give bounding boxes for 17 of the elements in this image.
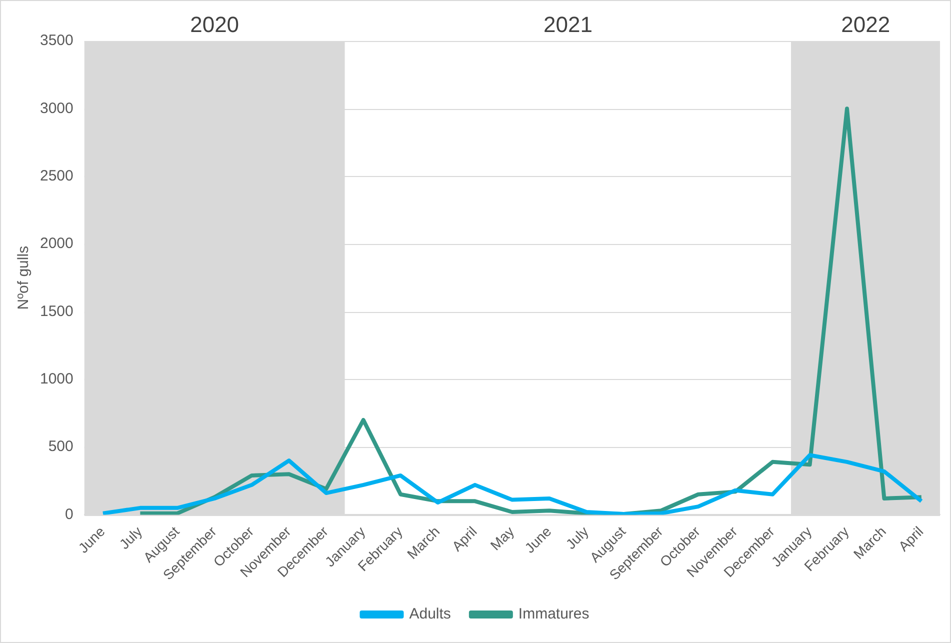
x-tick-label: July	[562, 523, 592, 552]
band-label: 2020	[190, 12, 240, 38]
y-tick-label: 1000	[40, 370, 74, 388]
y-tick-label: 2500	[40, 167, 74, 184]
y-tick-label: 1500	[40, 302, 74, 320]
legend-label: Immatures	[518, 606, 590, 623]
y-tick-label: 3000	[40, 100, 74, 117]
y-tick-label: 2000	[40, 235, 74, 252]
y-tick-label: 3500	[40, 32, 74, 50]
legend-label: Adults	[409, 606, 451, 623]
text: 2021	[544, 12, 592, 38]
y-tick-label: 500	[48, 438, 74, 456]
text: 2022	[841, 12, 890, 38]
y-tick-label: 0	[65, 506, 74, 523]
y-axis-title: Nºof gulls	[15, 246, 32, 310]
x-tick-label: May	[487, 523, 518, 554]
x-tick-label: July	[116, 523, 146, 552]
